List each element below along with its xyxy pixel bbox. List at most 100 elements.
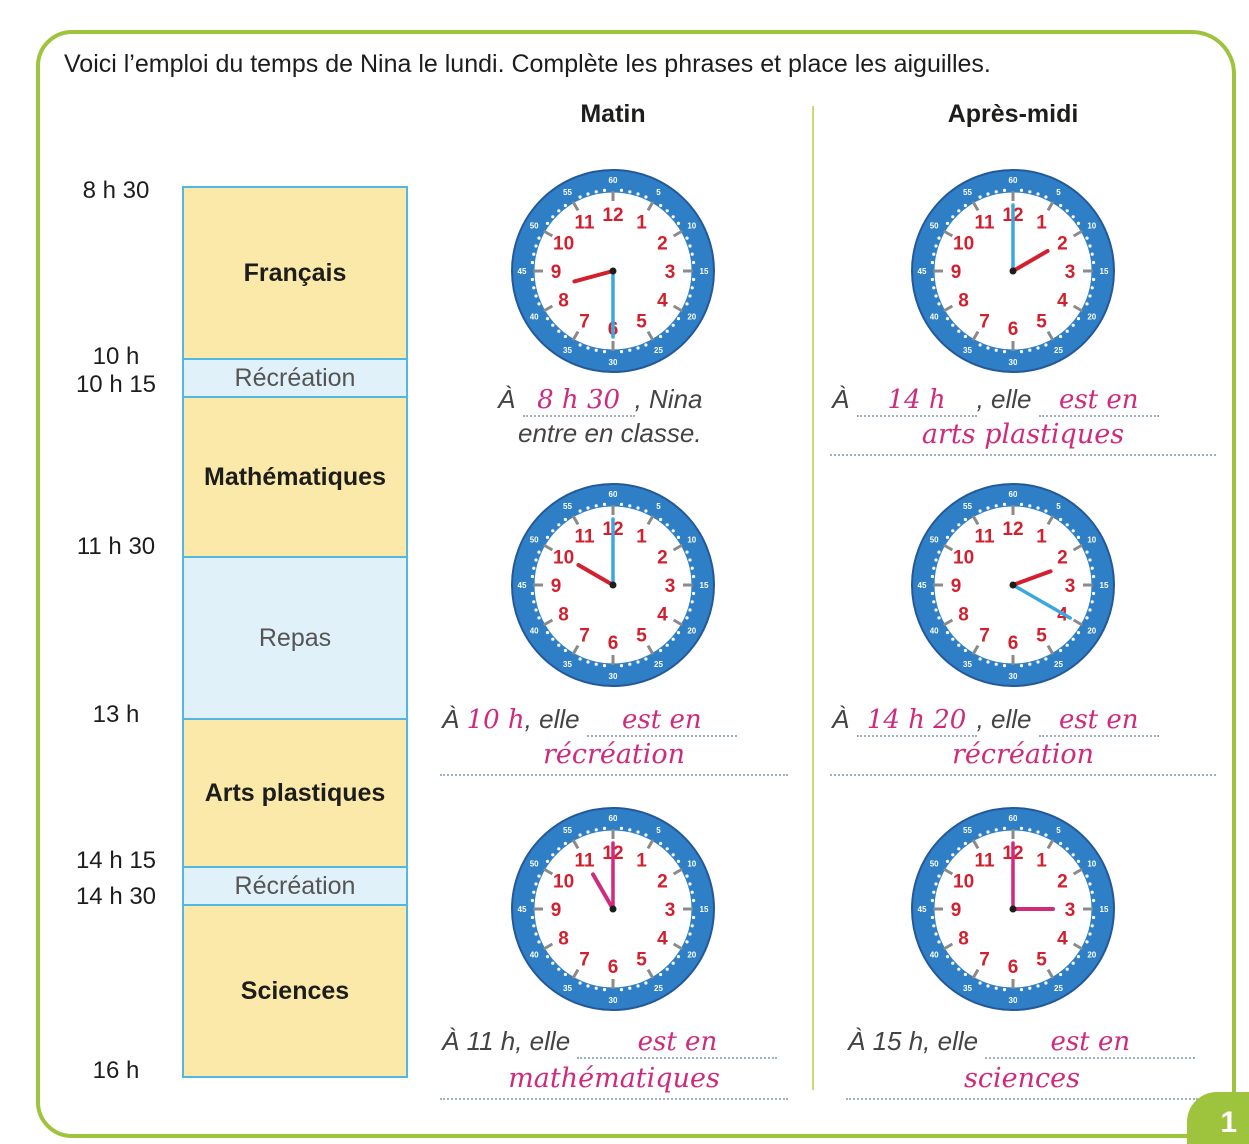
- sentence-3-time-answer[interactable]: 10 h: [466, 705, 525, 735]
- hour-hand[interactable]: [576, 563, 615, 587]
- hour-numeral: 10: [553, 234, 574, 255]
- minute-dot: [986, 660, 990, 664]
- minute-dot: [537, 302, 541, 306]
- clock-8h30[interactable]: 60510152025303540455055121234567891011: [510, 168, 716, 374]
- hour-tick: [646, 330, 655, 342]
- minute-number: 45: [518, 267, 527, 276]
- minute-dot: [957, 209, 961, 213]
- minute-dot: [636, 984, 640, 988]
- minute-dot: [1002, 350, 1007, 354]
- sentence-6-answer-2[interactable]: sciences: [846, 1064, 1198, 1100]
- clock-10h[interactable]: 60510152025303540455055121234567891011: [510, 482, 716, 688]
- minute-dot: [1028, 986, 1032, 990]
- hour-tick: [1072, 618, 1084, 627]
- time-label: 10 h: [92, 343, 140, 370]
- minute-dot: [1088, 932, 1092, 936]
- hour-numeral: 5: [636, 625, 647, 646]
- hour-hand[interactable]: [1011, 249, 1050, 273]
- minute-dot: [957, 329, 961, 333]
- minute-dot: [628, 828, 632, 832]
- clock-11h[interactable]: 60510152025303540455055121234567891011: [510, 806, 716, 1012]
- minute-dot: [676, 317, 681, 321]
- sentence-1-suffix: , Nina: [634, 384, 703, 414]
- hour-numeral: 12: [1002, 519, 1023, 540]
- minute-dot: [602, 350, 607, 354]
- minute-dot: [945, 317, 950, 321]
- hour-hand[interactable]: [591, 872, 615, 911]
- sentence-3-answer-2[interactable]: récréation: [440, 740, 788, 776]
- minute-dot: [994, 190, 998, 194]
- minute-dot: [945, 535, 950, 539]
- minute-dot: [537, 236, 541, 240]
- hour-numeral: 5: [636, 949, 647, 970]
- minute-dot: [1036, 506, 1040, 510]
- sentence-1-time-answer[interactable]: 8 h 30: [522, 385, 635, 417]
- hour-numeral: 10: [553, 872, 574, 893]
- minute-dot: [1036, 984, 1040, 988]
- minute-dot: [563, 841, 567, 846]
- hour-tick: [1072, 942, 1084, 951]
- hour-tick: [571, 838, 580, 850]
- minute-dot: [557, 847, 561, 851]
- minute-dot: [551, 637, 555, 641]
- minute-number: 25: [1054, 346, 1063, 355]
- minute-dot: [619, 188, 624, 192]
- minute-dot: [594, 828, 598, 832]
- sentence-2-answer-2[interactable]: arts plastiques: [830, 420, 1216, 456]
- minute-number: 35: [563, 660, 572, 669]
- minute-dot: [1085, 236, 1089, 240]
- minute-dot: [963, 517, 967, 522]
- clock-15h[interactable]: 60510152025303540455055121234567891011: [910, 806, 1116, 1012]
- hour-tick: [1046, 644, 1055, 656]
- minute-number: 35: [963, 660, 972, 669]
- minute-dot: [692, 915, 696, 920]
- sentence-4-answer-2[interactable]: récréation: [830, 740, 1216, 776]
- sentence-5-answer-1[interactable]: est en: [577, 1027, 778, 1059]
- minute-dot: [557, 329, 561, 333]
- minute-dot: [1090, 286, 1094, 290]
- minute-dot: [978, 195, 982, 199]
- hour-numeral: 9: [951, 900, 962, 921]
- minute-dot: [1088, 244, 1092, 248]
- sentence-6-answer-1[interactable]: est en: [985, 1027, 1196, 1059]
- hour-hand[interactable]: [1011, 569, 1053, 587]
- minute-dot: [690, 566, 694, 570]
- minute-dot: [557, 643, 561, 647]
- minute-number: 20: [1087, 627, 1096, 636]
- minute-number: 35: [563, 984, 572, 993]
- hour-tick: [1072, 304, 1084, 313]
- minute-hand[interactable]: [1011, 583, 1072, 620]
- minute-dot: [994, 504, 998, 508]
- sentence-5-answer-2[interactable]: mathématiques: [440, 1064, 788, 1100]
- hour-tick: [542, 229, 554, 238]
- clock-14h20[interactable]: 60510152025303540455055121234567891011: [910, 482, 1116, 688]
- minute-dot: [937, 874, 941, 878]
- minute-dot: [665, 847, 669, 851]
- minute-dot: [986, 506, 990, 510]
- sentence-2-time-answer[interactable]: 14 h: [856, 385, 977, 417]
- minute-dot: [1059, 841, 1063, 846]
- minute-dot: [671, 529, 675, 533]
- minute-number: 15: [700, 905, 709, 914]
- minute-number: 55: [963, 188, 972, 197]
- minute-dot: [532, 252, 536, 256]
- clock-14h[interactable]: 60510152025303540455055121234567891011: [910, 168, 1116, 374]
- hour-hand[interactable]: [572, 269, 615, 284]
- hour-tick: [571, 644, 580, 656]
- sentence-2-answer-1[interactable]: est en: [1038, 385, 1159, 417]
- hour-numeral: 10: [553, 548, 574, 569]
- sentence-3-answer-1[interactable]: est en: [586, 705, 737, 737]
- minute-dot: [1090, 566, 1094, 570]
- minute-dot: [692, 574, 696, 579]
- minute-number: 30: [609, 358, 618, 367]
- sentence-4-answer-1[interactable]: est en: [1038, 705, 1159, 737]
- minute-number: 30: [609, 672, 618, 681]
- minute-dot: [644, 343, 648, 347]
- minute-dot: [1088, 608, 1092, 612]
- minute-dot: [534, 882, 538, 886]
- minute-dot: [619, 826, 624, 830]
- minute-dot: [685, 302, 689, 306]
- sentence-4-time-answer[interactable]: 14 h 20: [856, 705, 977, 737]
- hour-numeral: 9: [951, 576, 962, 597]
- minute-dot: [685, 236, 689, 240]
